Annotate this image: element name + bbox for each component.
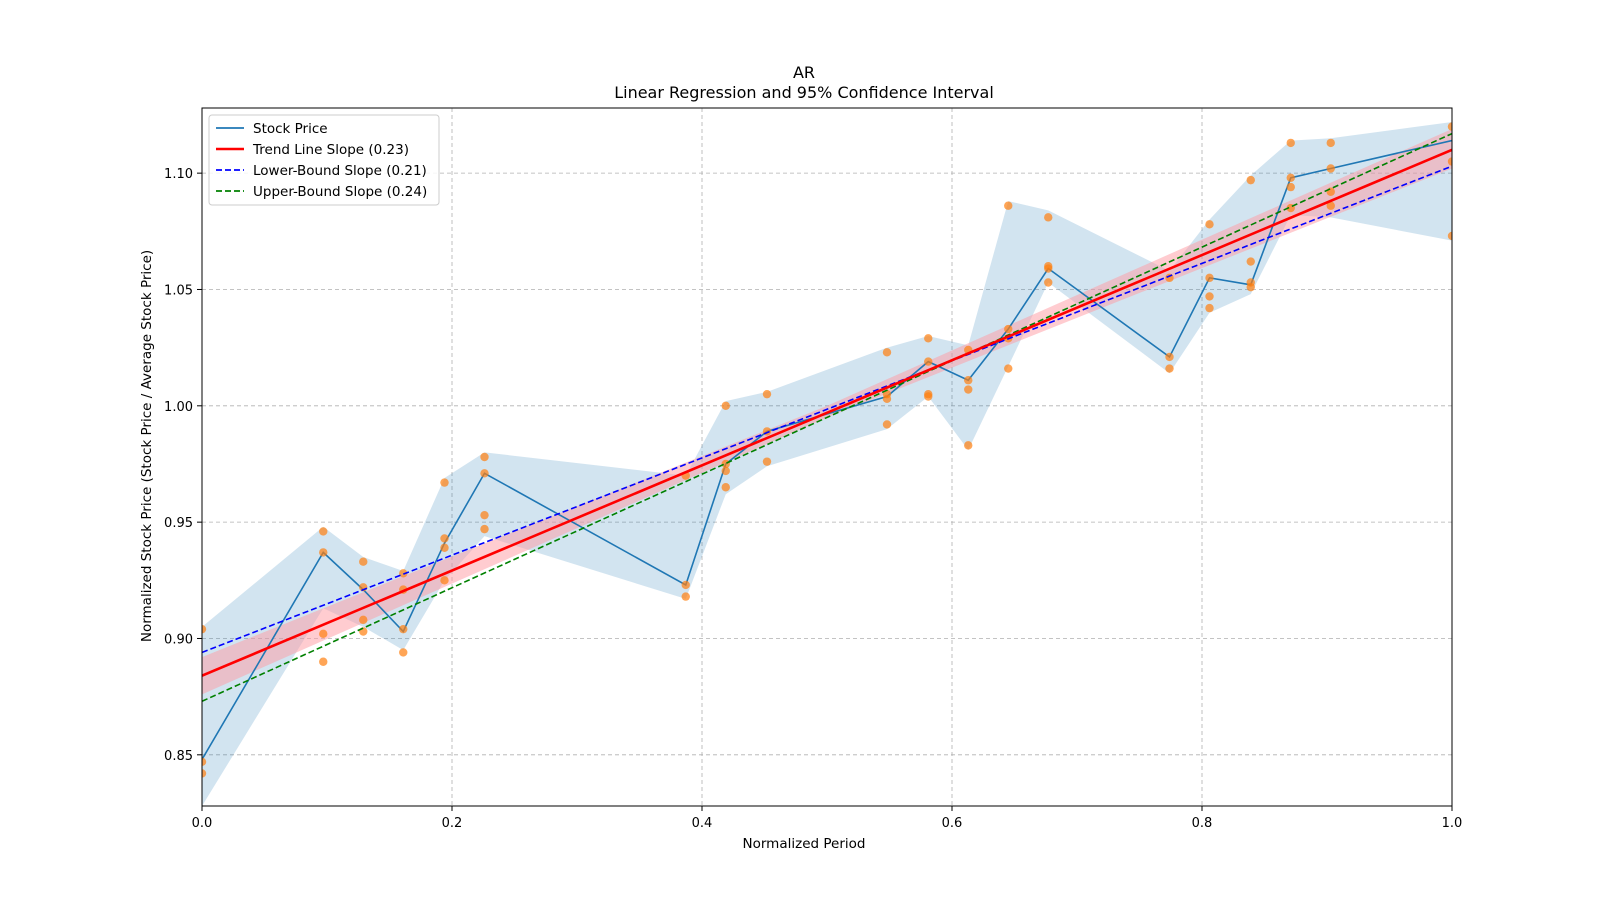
legend-label: Stock Price: [253, 121, 328, 137]
scatter-point: [480, 469, 489, 478]
x-tick-label: 1.0: [1442, 816, 1463, 831]
y-tick-label: 0.95: [164, 516, 193, 531]
scatter-point: [1205, 303, 1214, 313]
scatter-point: [480, 510, 489, 520]
scatter-point: [964, 376, 973, 385]
scatter-point: [1286, 182, 1295, 192]
scatter-point: [762, 457, 772, 466]
y-tick-label: 0.90: [164, 632, 193, 647]
scatter-point: [721, 483, 730, 492]
scatter-point: [1246, 282, 1255, 292]
stock-price-band: [202, 121, 1452, 806]
scatter-point: [202, 757, 207, 766]
legend-label: Trend Line Slope (0.23): [252, 142, 409, 158]
scatter-point: [1044, 278, 1053, 287]
scatter-point: [202, 769, 207, 778]
scatter-point: [1447, 122, 1452, 131]
scatter-point: [1044, 213, 1053, 222]
scatter-point: [721, 401, 730, 411]
scatter-point: [1326, 164, 1335, 173]
scatter-point: [1326, 138, 1335, 148]
scatter-point: [359, 557, 368, 566]
scatter-point: [1004, 201, 1013, 210]
scatter-point: [964, 441, 973, 450]
axes-frame: [201, 107, 1453, 807]
scatter-point: [762, 389, 772, 399]
scatter-point: [1246, 175, 1255, 185]
scatter-point: [319, 629, 328, 639]
scatter-point: [1326, 201, 1335, 210]
scatter-point: [721, 466, 730, 476]
legend-box: [208, 114, 440, 206]
scatter-point: [1165, 273, 1174, 283]
chart-subtitle: Linear Regression and 95% Confidence Int…: [614, 83, 994, 102]
scatter-point: [440, 534, 449, 543]
x-tick-label: 0.6: [942, 816, 963, 831]
scatter-point: [681, 580, 690, 590]
scatter-point: [1044, 264, 1053, 273]
y-tick-label: 1.00: [164, 400, 193, 415]
legend-label: Upper-Bound Slope (0.24): [253, 184, 427, 200]
scatter-point: [681, 592, 690, 601]
legend: Stock Price Trend Line Slope (0.23) Lower-…: [208, 114, 440, 206]
scatter-point: [319, 548, 328, 557]
legend-label: Lower-Bound Slope (0.21): [253, 163, 427, 179]
upper-bound-line: [202, 132, 1452, 703]
scatter-point: [440, 576, 449, 585]
x-tick-label: 0.8: [1192, 816, 1213, 831]
scatter-point: [480, 452, 489, 462]
scatter-point: [762, 427, 772, 436]
scatter-point: [882, 348, 892, 357]
scatter-point: [1165, 352, 1174, 362]
scatter-point: [1205, 220, 1214, 229]
scatter-point: [924, 334, 933, 343]
scatter-point: [1447, 157, 1452, 166]
scatter-point: [359, 615, 368, 625]
y-tick-label: 1.10: [164, 167, 193, 182]
scatter-point: [882, 420, 892, 429]
scatter-point: [1004, 324, 1013, 334]
scatter-point: [882, 394, 892, 404]
x-tick-label: 0.4: [692, 816, 713, 831]
scatter-point: [964, 385, 973, 394]
scatter-point: [1165, 364, 1174, 373]
scatter-point: [1286, 138, 1295, 148]
scatter-point: [440, 478, 449, 487]
lower-bound-line: [202, 165, 1452, 654]
trend-line: [202, 148, 1452, 677]
x-tick-label: 0.0: [192, 816, 213, 831]
scatter-point: [319, 527, 328, 536]
scatter-point: [440, 543, 449, 552]
scatter-point: [1326, 187, 1335, 196]
y-tick-label: 1.05: [164, 283, 193, 298]
scatter-point: [1246, 257, 1255, 266]
scatter-point: [1205, 273, 1214, 283]
scatter-point: [924, 392, 933, 401]
scatter-point: [924, 357, 933, 366]
scatter-point: [1004, 364, 1013, 373]
scatter-point: [399, 648, 408, 657]
chart-title: AR: [793, 63, 815, 82]
y-tick-label: 0.85: [164, 749, 193, 764]
x-tick-label: 0.2: [442, 816, 463, 831]
x-axis-label: Normalized Period: [743, 836, 866, 852]
scatter-point: [480, 524, 489, 534]
scatter-point: [399, 624, 408, 634]
plot-clip-group: [202, 121, 1452, 806]
scatter-point: [1286, 173, 1295, 182]
scatter-point: [319, 657, 328, 666]
scatter-point: [202, 624, 207, 634]
scatter-point: [1447, 231, 1452, 241]
y-axis-label: Normalized Stock Price (Stock Price / Av…: [139, 250, 155, 642]
scatter-point: [1205, 292, 1214, 301]
plot-area: 0.0 0.2 0.4 0.6 0.8 1.0 0.85 0.90 0.95 1.00 1.05 1.…: [164, 107, 1463, 831]
